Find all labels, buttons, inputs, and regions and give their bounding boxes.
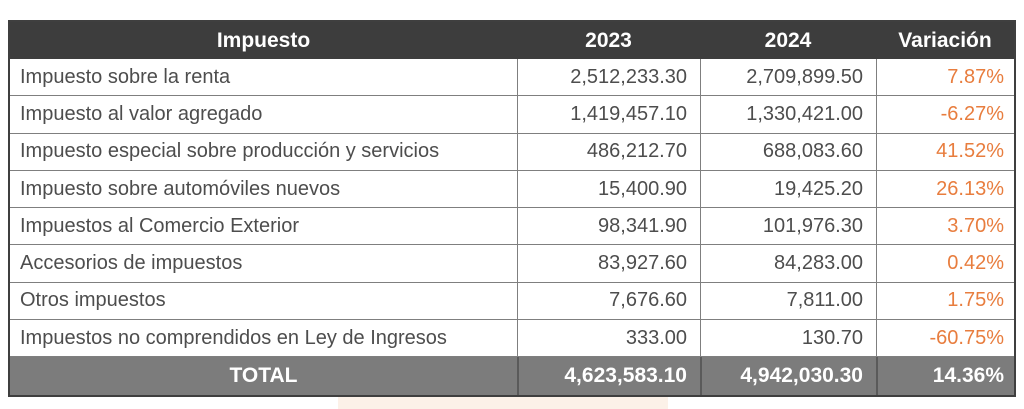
cell-variation: 1.75%: [876, 282, 1014, 320]
cell-variation: 7.87%: [876, 59, 1014, 96]
cell-2023-value: 98,341.90: [517, 208, 700, 245]
cell-tax-name: Otros impuestos: [20, 289, 166, 312]
cell-tax-name: Impuesto sobre la renta: [20, 65, 231, 88]
table-row: Otros impuestos 7,676.60 7,811.00 1.75%: [10, 282, 1014, 321]
header-cell-variacion: Variación: [898, 28, 992, 52]
cell-2024-value: 19,425.20: [700, 170, 876, 208]
cell-variation: 3.70%: [876, 208, 1014, 245]
table-row: Impuesto especial sobre producción y ser…: [10, 133, 1014, 171]
cell-variation: 26.13%: [876, 170, 1014, 208]
cell-2024-value: 101,976.30: [700, 208, 876, 245]
cell-2023-value: 1,419,457.10: [517, 96, 700, 133]
cell-2024-value: 130.70: [700, 320, 876, 357]
cell-tax-name: Impuesto sobre automóviles nuevos: [20, 177, 341, 200]
cell-tax-name: Impuestos al Comercio Exterior: [20, 214, 299, 237]
cell-variation: -60.75%: [876, 320, 1014, 357]
table-row: Impuesto sobre automóviles nuevos 15,400…: [10, 170, 1014, 209]
cell-tax-name: Impuesto al valor agregado: [20, 102, 263, 125]
cell-tax-name: Accesorios de impuestos: [20, 252, 243, 275]
cell-variation: 0.42%: [876, 245, 1014, 282]
cell-2023-value: 7,676.60: [517, 282, 700, 320]
highlight-artifact: [338, 395, 668, 409]
header-cell-2023: 2023: [585, 28, 632, 52]
cell-2024-value: 688,083.60: [700, 133, 876, 170]
cell-2024-value: 2,709,899.50: [700, 59, 876, 96]
cell-2023-value: 333.00: [517, 320, 700, 357]
header-cell-impuesto: Impuesto: [216, 28, 311, 52]
table-total-row: TOTAL 4,623,583.10 4,942,030.30 14.36%: [10, 357, 1014, 396]
cell-2023-value: 15,400.90: [517, 170, 700, 208]
table-row: Accesorios de impuestos 83,927.60 84,283…: [10, 245, 1014, 283]
table-row: Impuestos no comprendidos en Ley de Ingr…: [10, 320, 1014, 358]
total-2023-value: 4,623,583.10: [517, 357, 700, 396]
cell-tax-name: Impuesto especial sobre producción y ser…: [20, 140, 440, 163]
cell-2023-value: 83,927.60: [517, 245, 700, 282]
header-cell-2024: 2024: [764, 28, 812, 52]
cell-variation: 41.52%: [876, 133, 1014, 170]
cell-variation: -6.27%: [876, 96, 1014, 133]
table-row: Impuesto sobre la renta 2,512,233.30 2,7…: [10, 59, 1014, 97]
cell-2024-value: 7,811.00: [700, 282, 876, 320]
tax-comparison-table: Impuesto 2023 2024 Variación Impuesto so…: [8, 20, 1016, 398]
cell-2023-value: 2,512,233.30: [517, 59, 700, 96]
cell-tax-name: Impuestos no comprendidos en Ley de Ingr…: [20, 326, 447, 349]
cell-2023-value: 486,212.70: [517, 133, 700, 170]
total-variation: 14.36%: [876, 357, 1014, 396]
table-row: Impuesto al valor agregado 1,419,457.10 …: [10, 96, 1014, 134]
table-row: Impuestos al Comercio Exterior 98,341.90…: [10, 208, 1014, 246]
total-2024-value: 4,942,030.30: [700, 357, 876, 396]
table-header-row: Impuesto 2023 2024 Variación: [10, 22, 1014, 59]
cell-2024-value: 84,283.00: [700, 245, 876, 282]
total-label: TOTAL: [229, 364, 298, 388]
cell-2024-value: 1,330,421.00: [700, 96, 876, 133]
